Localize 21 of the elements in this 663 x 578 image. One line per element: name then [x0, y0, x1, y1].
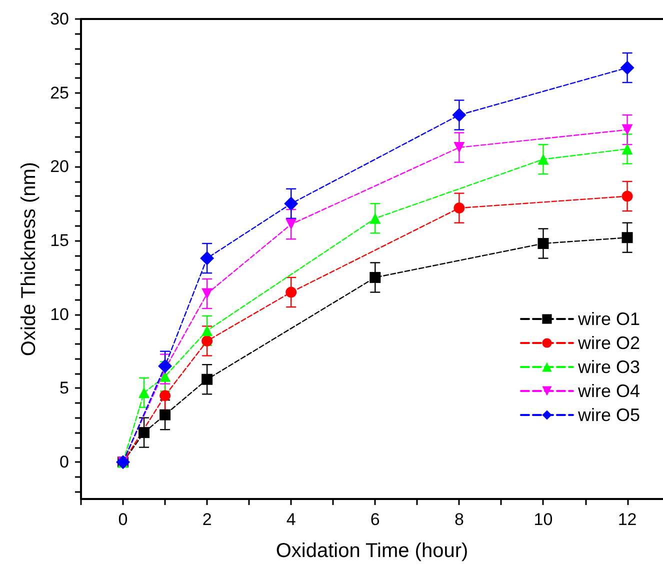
x-tick-label: 6 — [370, 510, 380, 529]
y-axis-title: Oxide Thickness (nm) — [18, 162, 40, 356]
x-tick-label: 2 — [202, 510, 212, 529]
y-tick-label: 10 — [50, 304, 69, 324]
y-tick-label: 25 — [50, 83, 69, 102]
y-tick-label: 5 — [60, 378, 69, 398]
y-tick-label: 30 — [50, 10, 69, 28]
legend-label: wire O5 — [576, 405, 640, 425]
legend-label: wire O4 — [576, 381, 640, 401]
y-tick-label: 0 — [60, 452, 69, 472]
legend-label: wire O1 — [576, 309, 640, 329]
legend-label: wire O3 — [576, 357, 640, 377]
x-axis-title: Oxidation Time (hour) — [276, 540, 468, 562]
x-tick-label: 12 — [618, 510, 637, 529]
x-tick-label: 4 — [286, 510, 296, 529]
y-tick-label: 15 — [50, 231, 69, 250]
legend-label: wire O2 — [576, 333, 640, 353]
x-tick-label: 8 — [454, 510, 464, 529]
x-tick-label: 0 — [118, 510, 128, 529]
x-tick-label: 10 — [534, 510, 553, 529]
y-tick-label: 20 — [50, 157, 69, 176]
